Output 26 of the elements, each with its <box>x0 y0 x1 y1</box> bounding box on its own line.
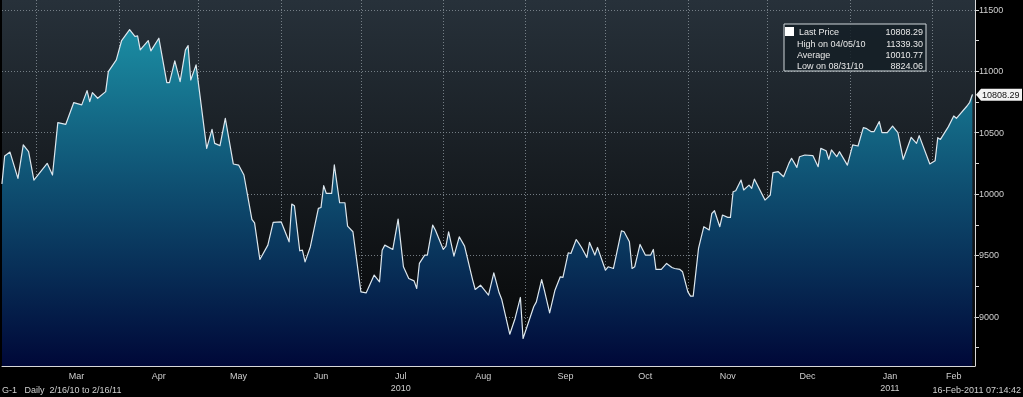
text: 16-Feb-2011 07:14:42 <box>932 385 1021 395</box>
legend-label: Last Price <box>799 26 840 37</box>
x-tick-label: May <box>230 371 248 381</box>
y-tick-label: 11000 <box>979 66 1004 77</box>
x-tick-label: Sep <box>557 371 574 381</box>
y-tick-label: 10500 <box>979 127 1005 138</box>
x-tick-label: Aug <box>475 371 492 381</box>
y-tick-label: 9000 <box>979 311 1000 322</box>
x-tick-label: Oct <box>638 371 653 381</box>
y-tick-label: 9500 <box>979 250 1000 261</box>
x-tick-label: Dec <box>799 371 817 381</box>
y-tick-label: 10000 <box>979 189 1005 200</box>
x-tick-label: Nov <box>719 371 737 381</box>
text: 10808.29 <box>885 26 923 37</box>
x-tick-label: Jan 2011 <box>880 371 900 393</box>
y-tick-label: 11500 <box>979 4 1004 15</box>
text: Low on 08/31/10 8824.06 <box>797 60 923 71</box>
annotation: 10808.29 <box>982 89 1020 100</box>
x-tick-label: Feb <box>945 371 962 381</box>
x-tick-label: Jun <box>313 371 329 381</box>
text: G-1 Daily 2/16/10 to 2/16/11 <box>2 385 122 395</box>
x-tick-label: Jul 2010 <box>390 371 411 393</box>
x-tick-label: Mar <box>68 371 85 381</box>
text: Average 10010.77 <box>797 49 923 60</box>
x-tick-label: Apr <box>151 371 166 381</box>
text: High on 04/05/10 11339.30 <box>797 38 923 49</box>
